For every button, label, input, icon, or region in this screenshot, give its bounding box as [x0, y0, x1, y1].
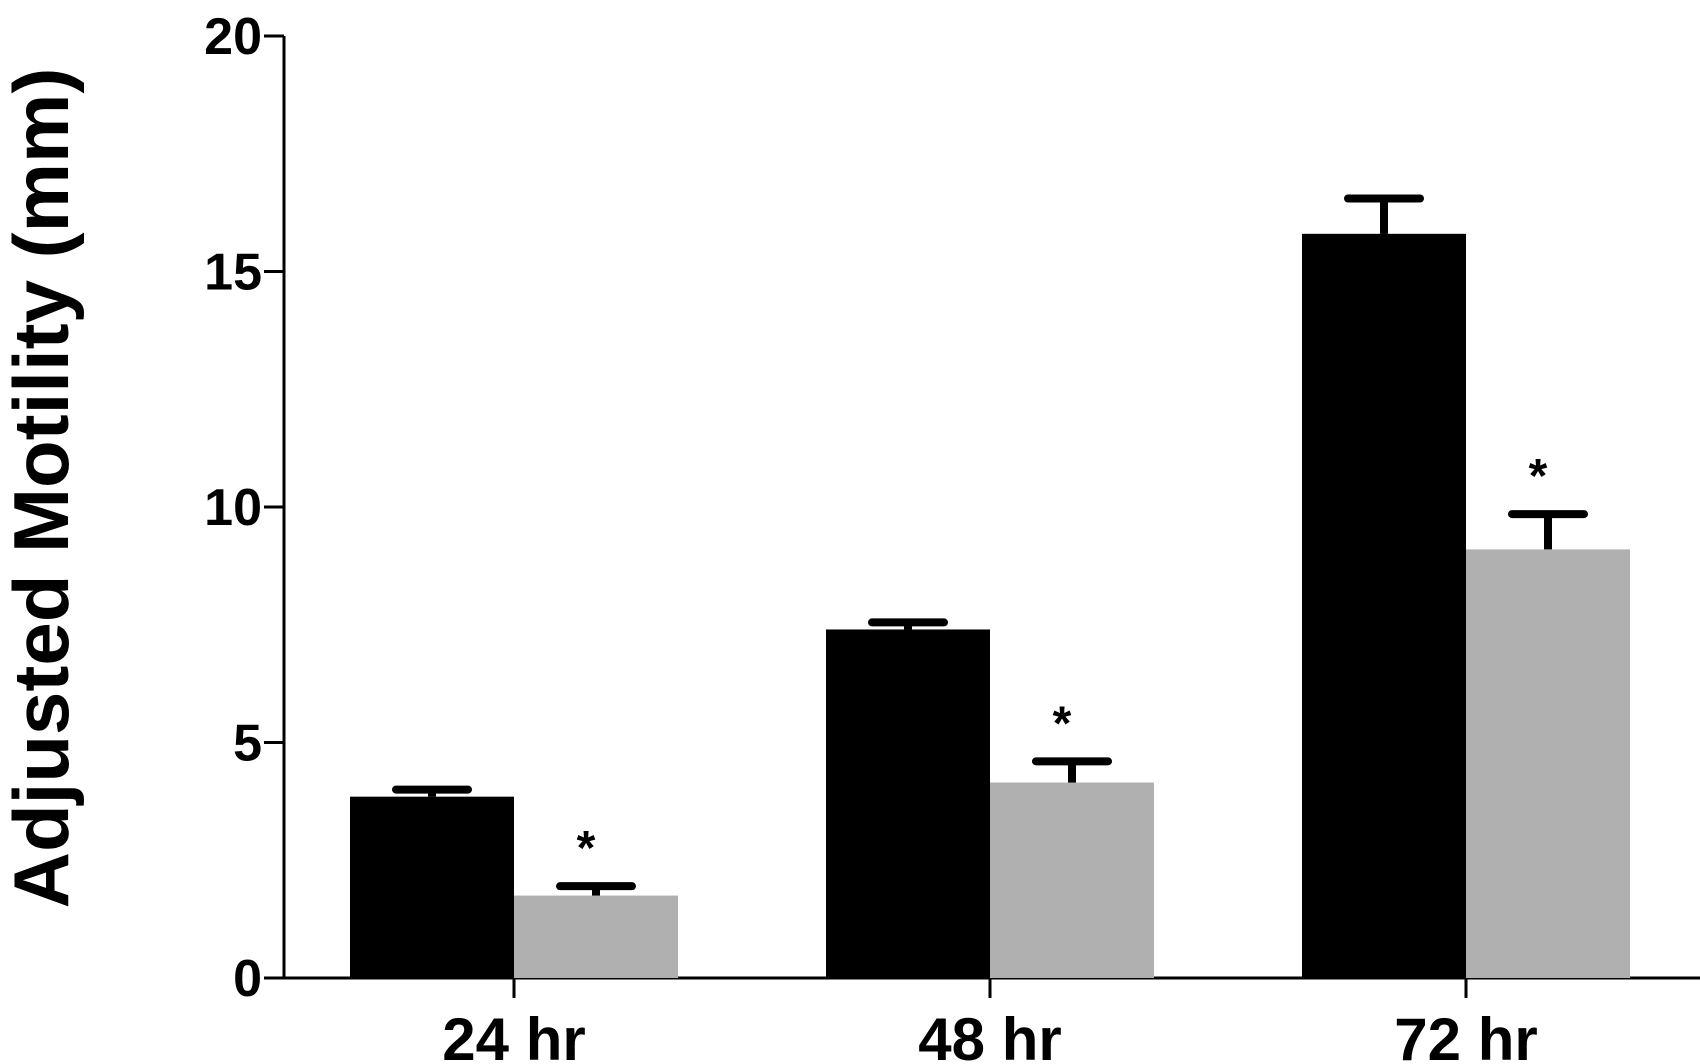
significance-marker: * [1529, 450, 1548, 503]
bar [350, 796, 514, 978]
significance-marker: * [577, 822, 596, 875]
x-tick-label: 72 hr [1394, 1006, 1537, 1064]
y-tick-label: 15 [204, 244, 262, 302]
significance-marker: * [1053, 697, 1072, 750]
y-tick-label: 5 [233, 715, 262, 773]
bar [1302, 233, 1466, 978]
y-tick-label: 10 [204, 479, 262, 537]
bar [990, 782, 1154, 978]
x-tick-label: 48 hr [918, 1006, 1061, 1064]
bar [826, 629, 990, 978]
y-axis-title: Adjusted Motility (mm) [0, 68, 85, 909]
y-tick-label: 0 [233, 950, 262, 1008]
plot-area: 0 5 10 15 20 24 hr * 48 hr * 72 hr * [204, 8, 1700, 1064]
x-tick-label: 24 hr [442, 1006, 585, 1064]
bar [514, 895, 678, 978]
y-tick-label: 20 [204, 8, 262, 66]
bar [1466, 549, 1630, 978]
